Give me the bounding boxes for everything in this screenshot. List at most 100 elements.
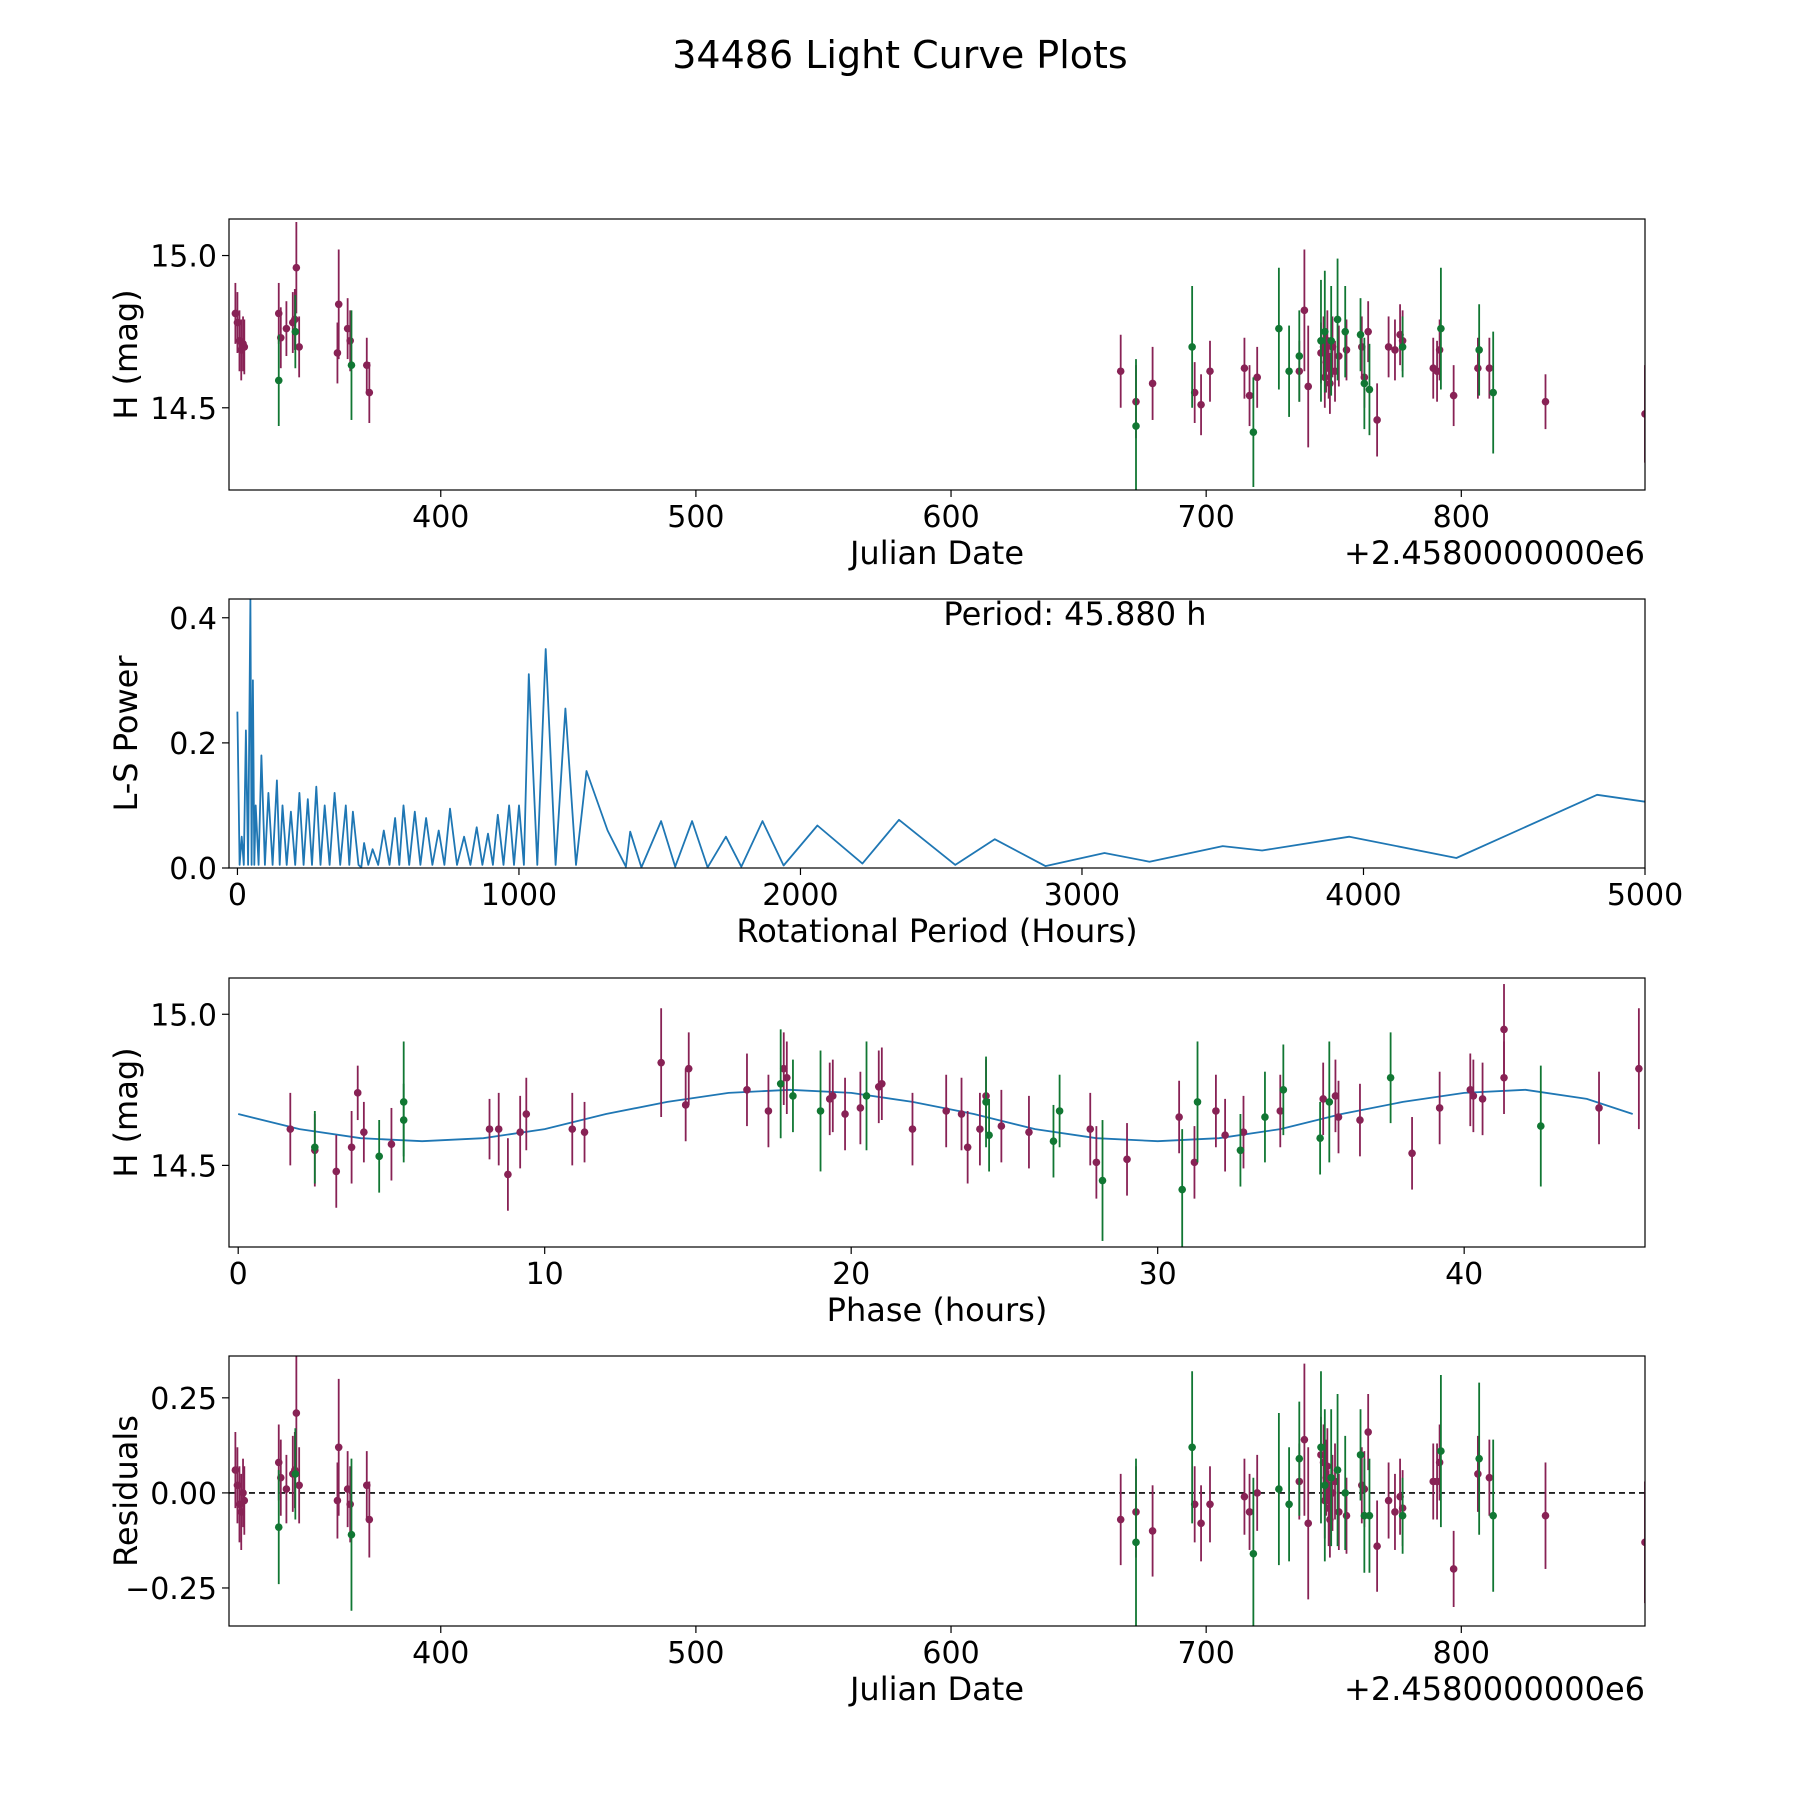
data-marker <box>1025 1128 1033 1136</box>
data-marker <box>1384 1496 1393 1505</box>
x-tick-label: 40 <box>1445 1257 1483 1292</box>
data-marker <box>311 1143 319 1152</box>
data-point <box>295 316 303 378</box>
data-point <box>862 1041 871 1151</box>
data-marker <box>1342 1511 1351 1520</box>
data-point <box>942 1074 950 1148</box>
data-marker <box>1398 343 1407 351</box>
data-marker <box>1500 1073 1508 1082</box>
data-point <box>1116 1473 1125 1566</box>
data-point <box>657 1008 665 1118</box>
data-marker <box>1132 422 1140 430</box>
data-marker <box>568 1125 577 1133</box>
data-point <box>1333 1394 1342 1547</box>
data-marker <box>1449 391 1458 400</box>
data-marker <box>1435 1458 1444 1467</box>
data-marker <box>976 1125 984 1133</box>
x-offset-label: +2.4580000000e6 <box>1344 534 1645 572</box>
data-marker <box>789 1092 797 1100</box>
data-marker <box>1435 346 1444 354</box>
data-marker <box>1373 1542 1381 1550</box>
data-point <box>1188 285 1196 408</box>
data-marker <box>1333 1466 1342 1474</box>
data-point <box>1148 1485 1157 1577</box>
data-point <box>1086 1092 1095 1166</box>
y-tick-label: 15.0 <box>150 240 217 275</box>
data-point <box>1321 1409 1329 1562</box>
y-tick-label: 15.0 <box>150 998 217 1033</box>
data-marker <box>1175 1113 1183 1121</box>
data-marker <box>1541 1511 1550 1520</box>
data-point <box>1341 1435 1350 1550</box>
x-offset-label: +2.4580000000e6 <box>1344 1670 1645 1708</box>
data-point <box>360 1101 368 1163</box>
data-point <box>1188 1371 1196 1524</box>
data-point <box>1321 270 1329 393</box>
data-point <box>1197 374 1205 436</box>
data-marker <box>1364 1428 1372 1436</box>
data-marker <box>1253 373 1261 382</box>
data-marker <box>291 327 300 336</box>
data-marker <box>1188 343 1196 351</box>
data-point <box>1325 1041 1334 1163</box>
data-marker <box>816 1107 825 1115</box>
data-marker <box>334 300 343 309</box>
data-marker <box>764 1107 773 1115</box>
data-marker <box>1500 1025 1508 1034</box>
x-axis-label: Rotational Period (Hours) <box>736 912 1137 950</box>
x-tick-label: 500 <box>667 1636 724 1671</box>
data-marker <box>1364 327 1372 336</box>
data-point <box>1193 1041 1202 1163</box>
data-marker <box>1249 428 1258 436</box>
data-point <box>1148 346 1157 420</box>
data-point <box>1541 1462 1550 1569</box>
data-marker <box>1333 315 1342 324</box>
data-point <box>1249 1477 1258 1626</box>
data-marker <box>1342 346 1351 354</box>
data-marker <box>274 376 283 385</box>
data-marker <box>1304 1519 1313 1528</box>
data-point <box>1253 1454 1261 1531</box>
data-marker <box>1641 410 1645 418</box>
data-point <box>485 1098 494 1160</box>
x-tick-label: 700 <box>1178 500 1235 535</box>
data-point <box>764 1074 773 1148</box>
data-point <box>1327 285 1335 396</box>
x-tick-label: 4000 <box>1325 878 1401 913</box>
data-marker <box>942 1107 950 1115</box>
data-point <box>1408 1117 1416 1190</box>
data-point <box>1595 1071 1603 1145</box>
x-tick-label: 30 <box>1139 1257 1177 1292</box>
data-point <box>1327 1409 1335 1547</box>
data-marker <box>1275 1485 1283 1493</box>
data-marker <box>346 1500 354 1509</box>
data-marker <box>657 1058 665 1067</box>
data-point <box>286 1092 295 1166</box>
data-point <box>1275 267 1283 390</box>
x-tick-label: 2000 <box>762 878 838 913</box>
data-marker <box>1197 1519 1205 1528</box>
data-marker <box>841 1110 849 1118</box>
data-point <box>1300 1363 1309 1516</box>
data-point <box>828 1059 837 1133</box>
data-marker <box>1485 1473 1494 1482</box>
data-point <box>856 1071 865 1145</box>
data-point <box>1295 1401 1304 1516</box>
data-point <box>282 1454 291 1524</box>
data-marker <box>333 349 342 357</box>
data-marker <box>580 1128 589 1136</box>
data-marker <box>1188 1443 1196 1452</box>
data-marker <box>1206 367 1214 376</box>
data-point <box>1489 331 1497 454</box>
data-point <box>1391 1473 1399 1550</box>
x-axis-label: Julian Date <box>848 1670 1024 1708</box>
data-point <box>1541 374 1550 430</box>
data-point <box>387 1107 396 1181</box>
data-point <box>1635 1008 1643 1130</box>
data-marker <box>957 1110 966 1118</box>
data-point <box>311 1110 319 1184</box>
data-point <box>1437 1375 1445 1528</box>
data-marker <box>862 1092 871 1100</box>
data-point <box>292 1356 301 1471</box>
data-point <box>1245 1473 1254 1550</box>
